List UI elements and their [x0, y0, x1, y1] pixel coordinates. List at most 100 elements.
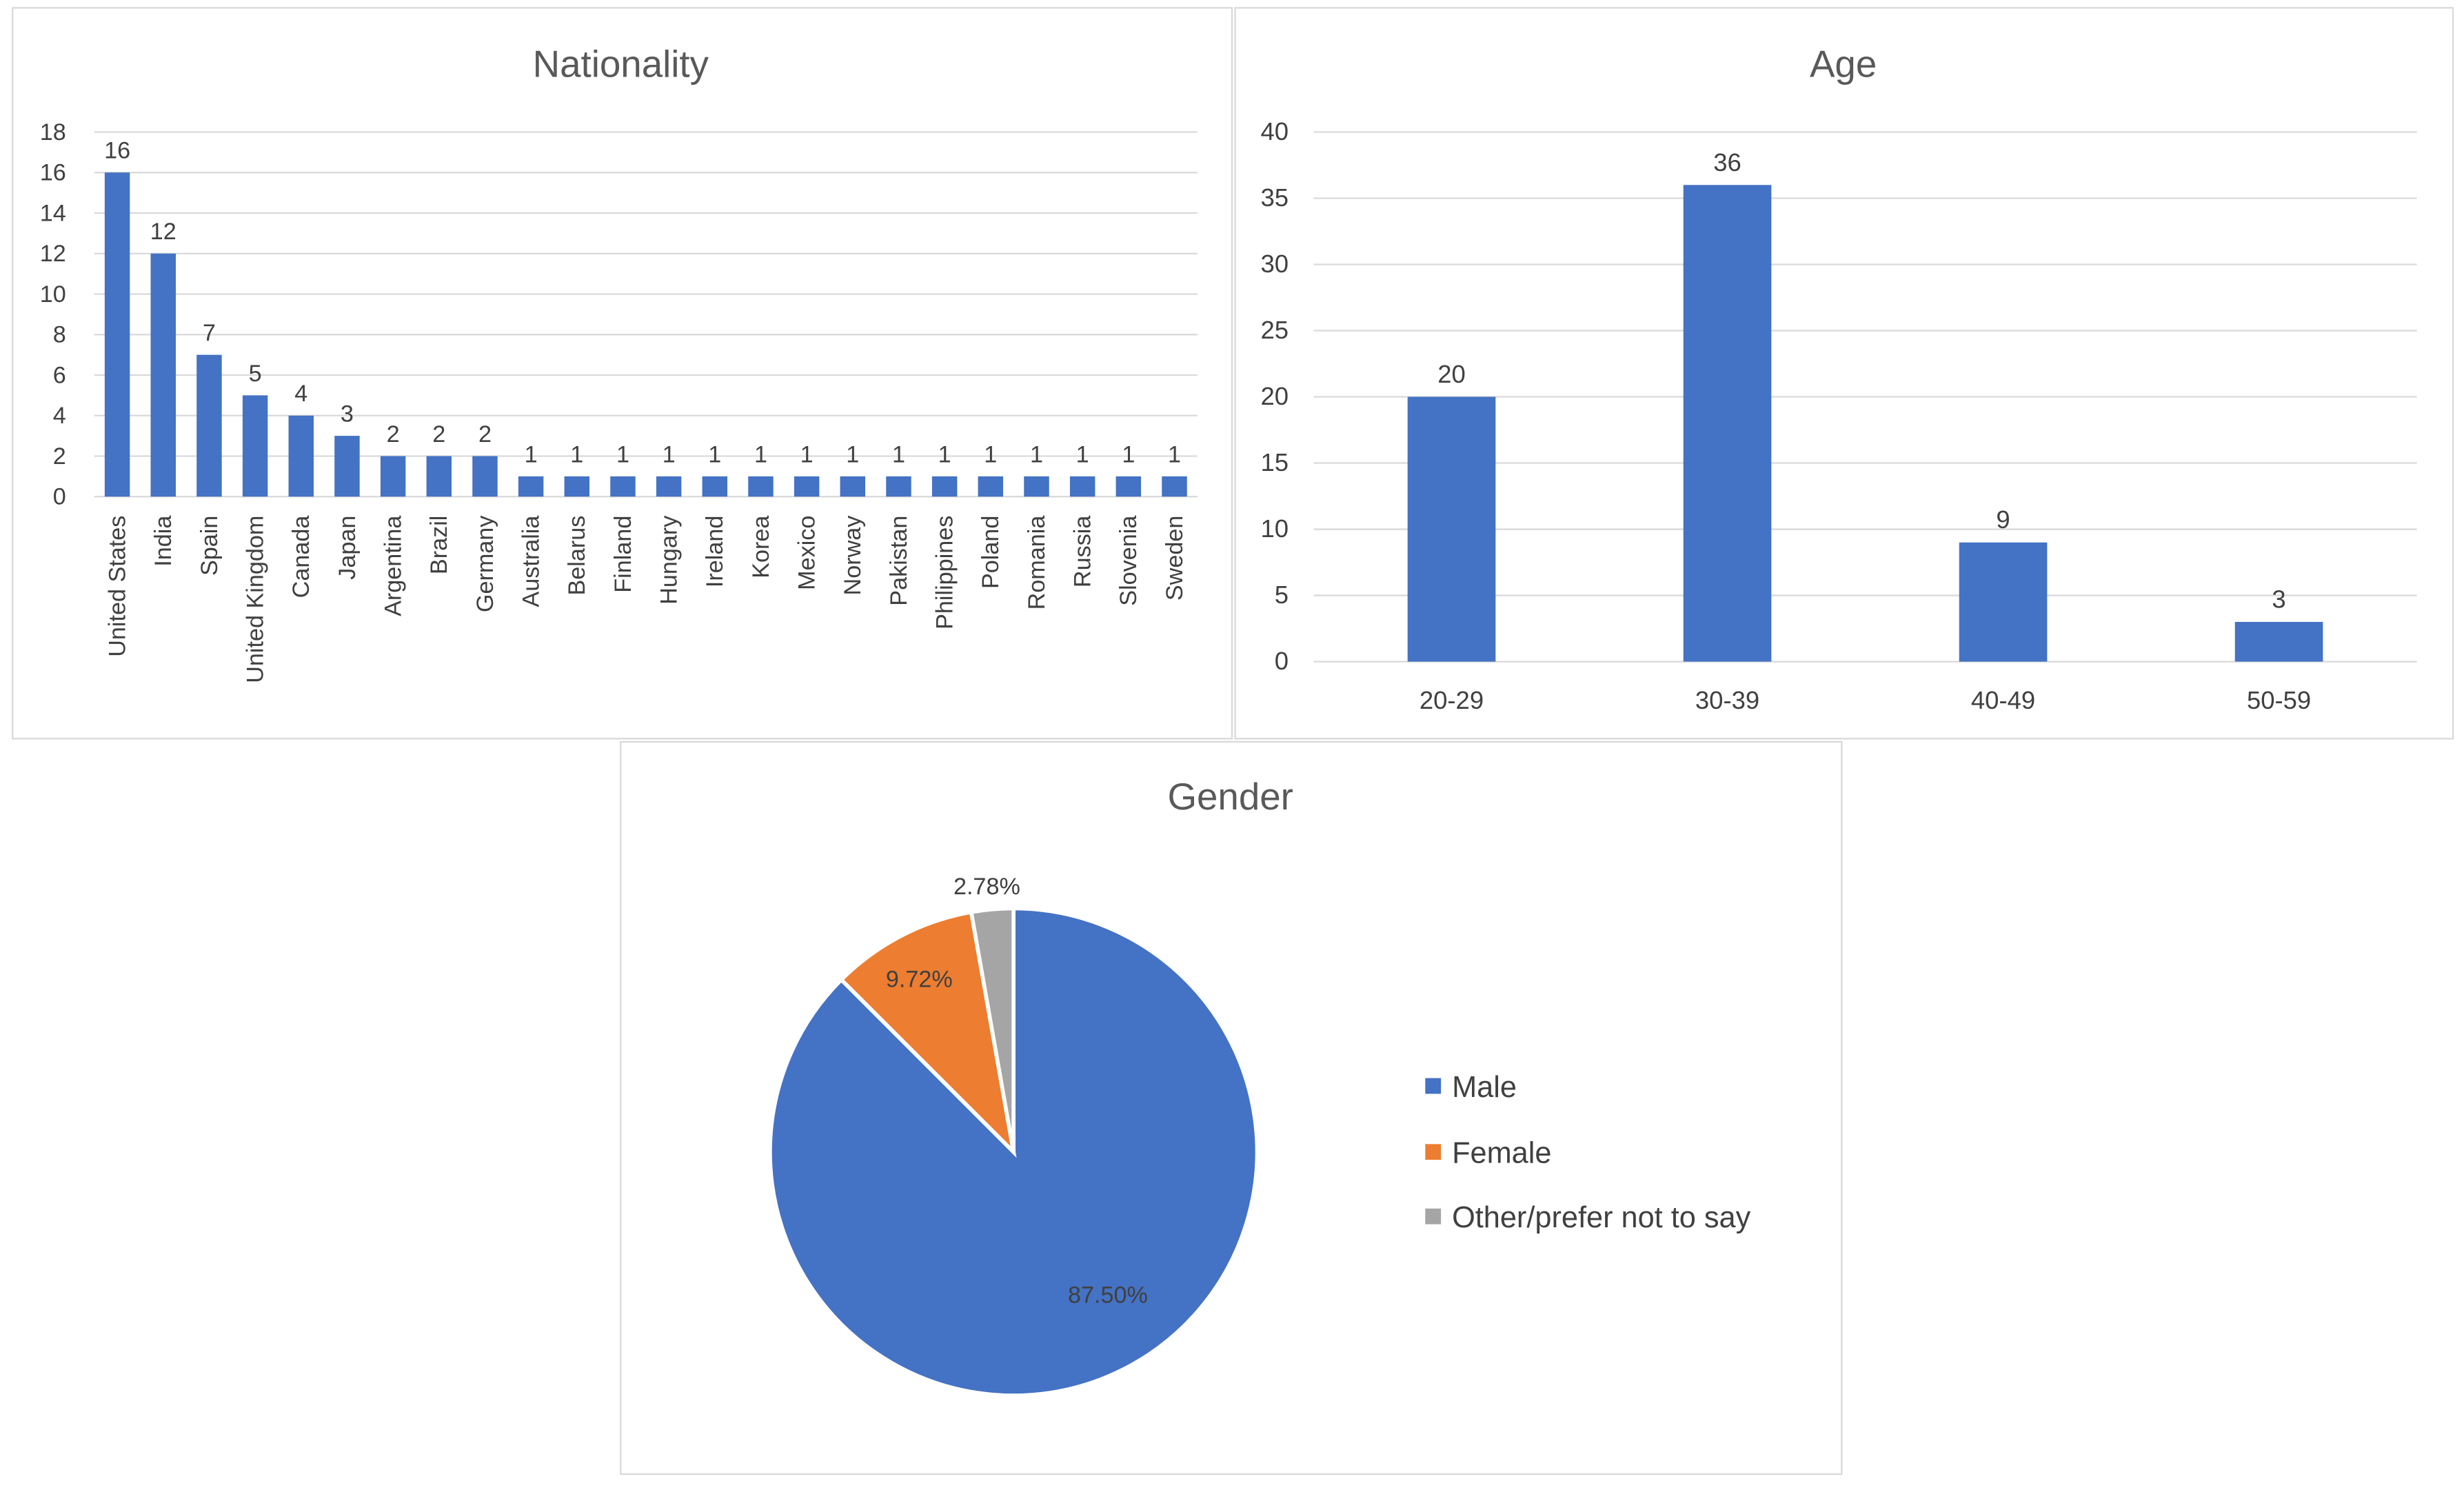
nationality-data-label: 1 [525, 441, 538, 467]
nationality-y-tick: 4 [53, 403, 66, 429]
nationality-x-tick: Norway [840, 515, 866, 596]
nationality-data-label: 1 [984, 441, 997, 467]
nationality-bar [104, 172, 130, 497]
nationality-y-tick: 16 [40, 160, 66, 186]
nationality-data-label: 16 [104, 138, 130, 164]
nationality-x-tick: Brazil [426, 516, 452, 574]
nationality-data-label: 1 [938, 441, 951, 467]
pie-data-label: 87.50% [1068, 1282, 1148, 1309]
nationality-bar [472, 456, 498, 497]
legend-label: Other/prefer not to say [1452, 1201, 1751, 1234]
nationality-x-tick: Finland [610, 516, 636, 593]
nationality-data-label: 1 [846, 441, 859, 467]
nationality-data-label: 2 [432, 421, 445, 447]
nationality-x-tick: Sweden [1162, 516, 1188, 601]
age-y-tick: 0 [1275, 647, 1289, 675]
nationality-x-tick: Slovenia [1115, 516, 1142, 606]
age-y-tick: 15 [1260, 448, 1289, 476]
nationality-bar [380, 456, 406, 497]
age-data-label: 9 [1996, 505, 2010, 534]
nationality-x-tick: Canada [288, 516, 314, 598]
age-x-tick: 20-29 [1420, 686, 1484, 714]
nationality-x-tick: Germany [472, 515, 498, 612]
age-y-tick: 10 [1260, 514, 1289, 543]
nationality-data-label: 1 [892, 441, 905, 467]
age-y-tick: 5 [1275, 581, 1289, 609]
age-title: Age [1810, 43, 1877, 85]
nationality-bar [288, 415, 314, 497]
nationality-x-tick: Philippines [932, 516, 958, 630]
nationality-data-label: 1 [800, 441, 814, 467]
nationality-x-tick: Japan [334, 516, 361, 580]
nationality-x-tick: United States [104, 516, 130, 657]
nationality-bar [656, 476, 682, 497]
nationality-data-label: 7 [203, 320, 216, 346]
legend-swatch [1425, 1144, 1442, 1160]
age-y-tick: 20 [1260, 382, 1289, 410]
nationality-x-tick: Korea [748, 516, 774, 578]
nationality-bar [564, 476, 590, 497]
nationality-chart-frame [12, 7, 1233, 740]
nationality-data-label: 3 [341, 401, 354, 427]
nationality-x-tick: Australia [518, 516, 545, 607]
nationality-data-label: 2 [387, 421, 400, 447]
nationality-data-label: 1 [663, 441, 676, 467]
nationality-x-tick: Hungary [656, 515, 683, 605]
age-data-label: 3 [2272, 585, 2285, 613]
nationality-bar [150, 253, 176, 497]
nationality-title: Nationality [533, 43, 709, 85]
nationality-bar [978, 476, 1004, 497]
legend-label: Male [1452, 1071, 1517, 1104]
age-x-tick: 30-39 [1695, 686, 1759, 714]
age-x-tick: 50-59 [2247, 686, 2311, 714]
nationality-y-tick: 6 [53, 362, 66, 388]
nationality-bar [242, 395, 268, 497]
nationality-data-label: 5 [249, 361, 262, 387]
age-data-label: 36 [1713, 148, 1741, 177]
nationality-bar [1162, 476, 1187, 497]
nationality-bar [1115, 476, 1142, 497]
nationality-data-label: 1 [616, 441, 629, 467]
nationality-bar [334, 436, 360, 497]
nationality-x-tick: United Kingdom [242, 516, 268, 683]
age-bar [1683, 185, 1772, 662]
nationality-data-label: 1 [1030, 441, 1043, 467]
nationality-bar [196, 354, 222, 497]
nationality-x-tick: Argentina [381, 516, 407, 616]
nationality-y-tick: 18 [40, 119, 66, 145]
nationality-x-tick: Belarus [564, 516, 590, 596]
age-x-tick: 40-49 [1971, 686, 2035, 714]
nationality-y-tick: 2 [53, 443, 66, 470]
nationality-bar [610, 476, 636, 497]
nationality-data-label: 1 [708, 441, 721, 467]
nationality-y-tick: 8 [53, 322, 66, 348]
age-y-tick: 25 [1260, 316, 1289, 344]
pie-slice-male [768, 906, 1260, 1398]
nationality-x-tick: Russia [1070, 516, 1096, 587]
nationality-data-label: 2 [478, 421, 492, 447]
gender-title: Gender [1167, 775, 1293, 818]
nationality-bar [1024, 476, 1049, 497]
age-y-tick: 35 [1260, 183, 1289, 212]
nationality-bar [702, 476, 728, 497]
age-y-tick: 30 [1260, 250, 1289, 278]
nationality-bar [931, 476, 958, 497]
nationality-data-label: 1 [754, 441, 767, 467]
age-bar [1959, 542, 2048, 662]
nationality-data-label: 1 [1122, 441, 1135, 467]
nationality-x-tick: Mexico [794, 516, 820, 590]
nationality-x-tick: Ireland [702, 516, 728, 588]
nationality-bar [886, 476, 911, 497]
nationality-data-label: 1 [1076, 441, 1089, 467]
nationality-bar [748, 476, 774, 497]
pie-data-label: 9.72% [886, 966, 953, 992]
nationality-x-tick: Romania [1024, 516, 1050, 610]
pie-slice-female [838, 909, 1017, 1158]
nationality-bar [426, 456, 452, 497]
nationality-y-tick: 0 [53, 484, 66, 510]
pie-data-label: 2.78% [953, 874, 1020, 900]
legend-swatch [1425, 1208, 1442, 1225]
nationality-bar [794, 476, 820, 497]
